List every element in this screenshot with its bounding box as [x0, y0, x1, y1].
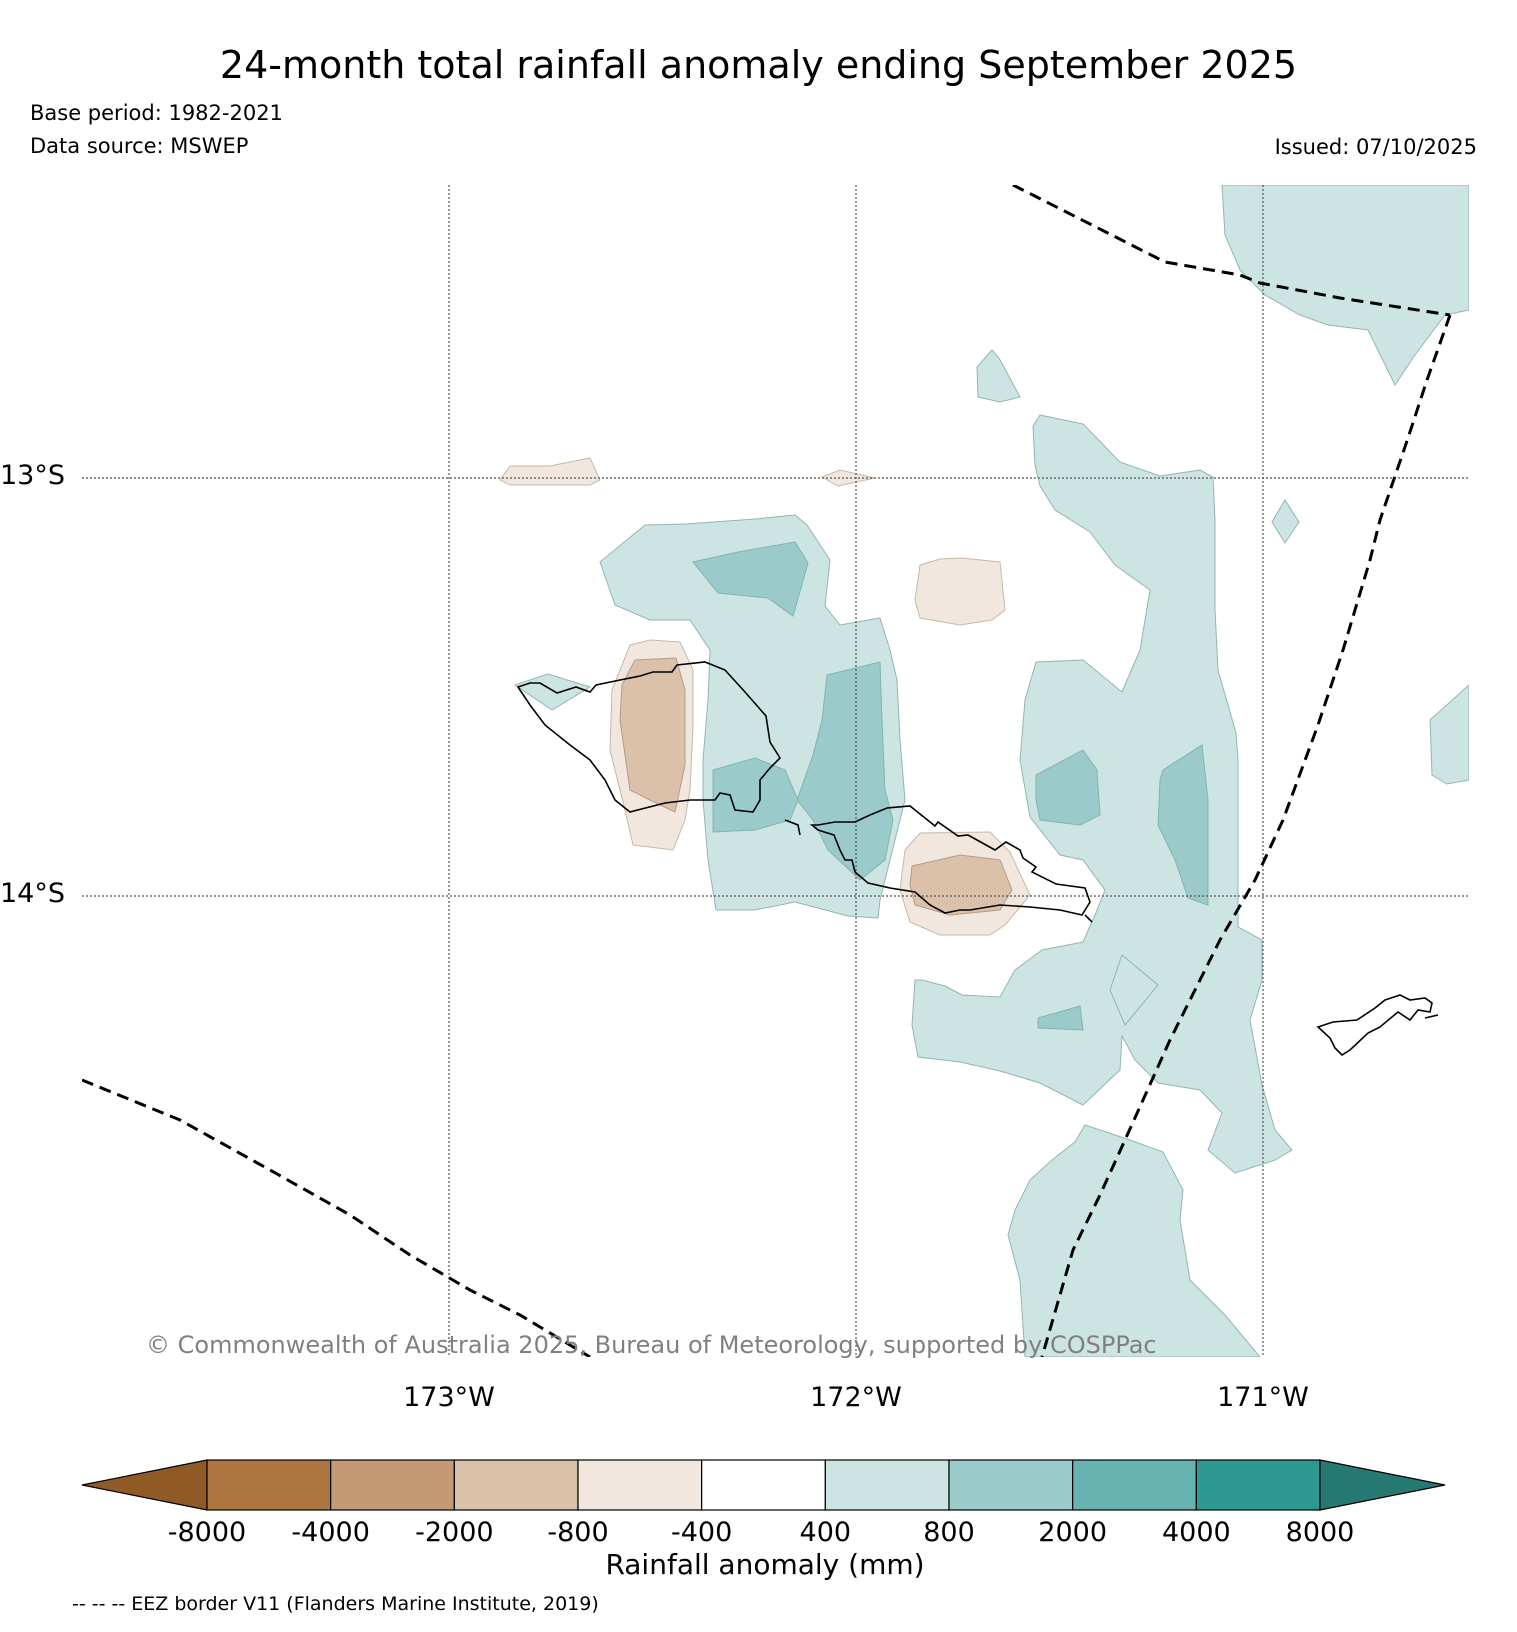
colorbar-tick-label: 400 [799, 1517, 852, 1548]
colorbar-segment [701, 1459, 826, 1511]
data-source: Data source: MSWEP [30, 134, 249, 158]
issued-date: Issued: 07/10/2025 [1274, 135, 1477, 159]
coastline [516, 661, 1439, 1057]
colorbar-extend-high [1319, 1459, 1446, 1511]
eez-footnote: -- -- -- EEZ border V11 (Flanders Marine… [72, 1593, 599, 1615]
colorbar-segment [1195, 1459, 1321, 1511]
lon-label-173w: 173°W [403, 1382, 495, 1413]
colorbar-extend-low [81, 1459, 208, 1511]
colorbar-segment [330, 1459, 455, 1511]
colorbar-tick-label: 2000 [1038, 1517, 1108, 1548]
lon-label-171w: 171°W [1217, 1382, 1309, 1413]
lat-label-14s: 14°S [0, 878, 65, 909]
colorbar-tick-label: 8000 [1285, 1517, 1355, 1548]
colorbar-segment [1072, 1459, 1197, 1511]
anomaly-800-2000-areas [692, 541, 1209, 1031]
rainfall-anomaly-map [82, 185, 1469, 1357]
anomaly-neg2000-neg800-areas [619, 657, 1013, 916]
colorbar-segment [206, 1459, 332, 1511]
lat-label-13s: 13°S [0, 460, 65, 491]
colorbar-tick-label: 4000 [1161, 1517, 1231, 1548]
colorbar-tick-label: -8000 [167, 1517, 247, 1548]
colorbar-label: Rainfall anomaly (mm) [605, 1548, 925, 1581]
colorbar-segment [577, 1459, 703, 1511]
eez-border [82, 185, 1452, 1357]
graticule [82, 185, 1469, 1357]
colorbar-tick-label: -4000 [291, 1517, 370, 1548]
colorbar-tick-label: -400 [671, 1517, 733, 1548]
copyright-notice: © Commonwealth of Australia 2025, Bureau… [146, 1331, 1157, 1359]
base-period: Base period: 1982-2021 [30, 101, 283, 125]
colorbar-tick-label: 800 [923, 1517, 975, 1548]
colorbar-segment [948, 1459, 1074, 1511]
colorbar-tick-label: -2000 [415, 1517, 494, 1548]
lon-label-172w: 172°W [810, 1382, 902, 1413]
colorbar-segment [824, 1459, 950, 1511]
colorbar-segment [453, 1459, 579, 1511]
map-title: 24-month total rainfall anomaly ending S… [219, 43, 1298, 87]
colorbar-tick-label: -800 [547, 1517, 609, 1548]
